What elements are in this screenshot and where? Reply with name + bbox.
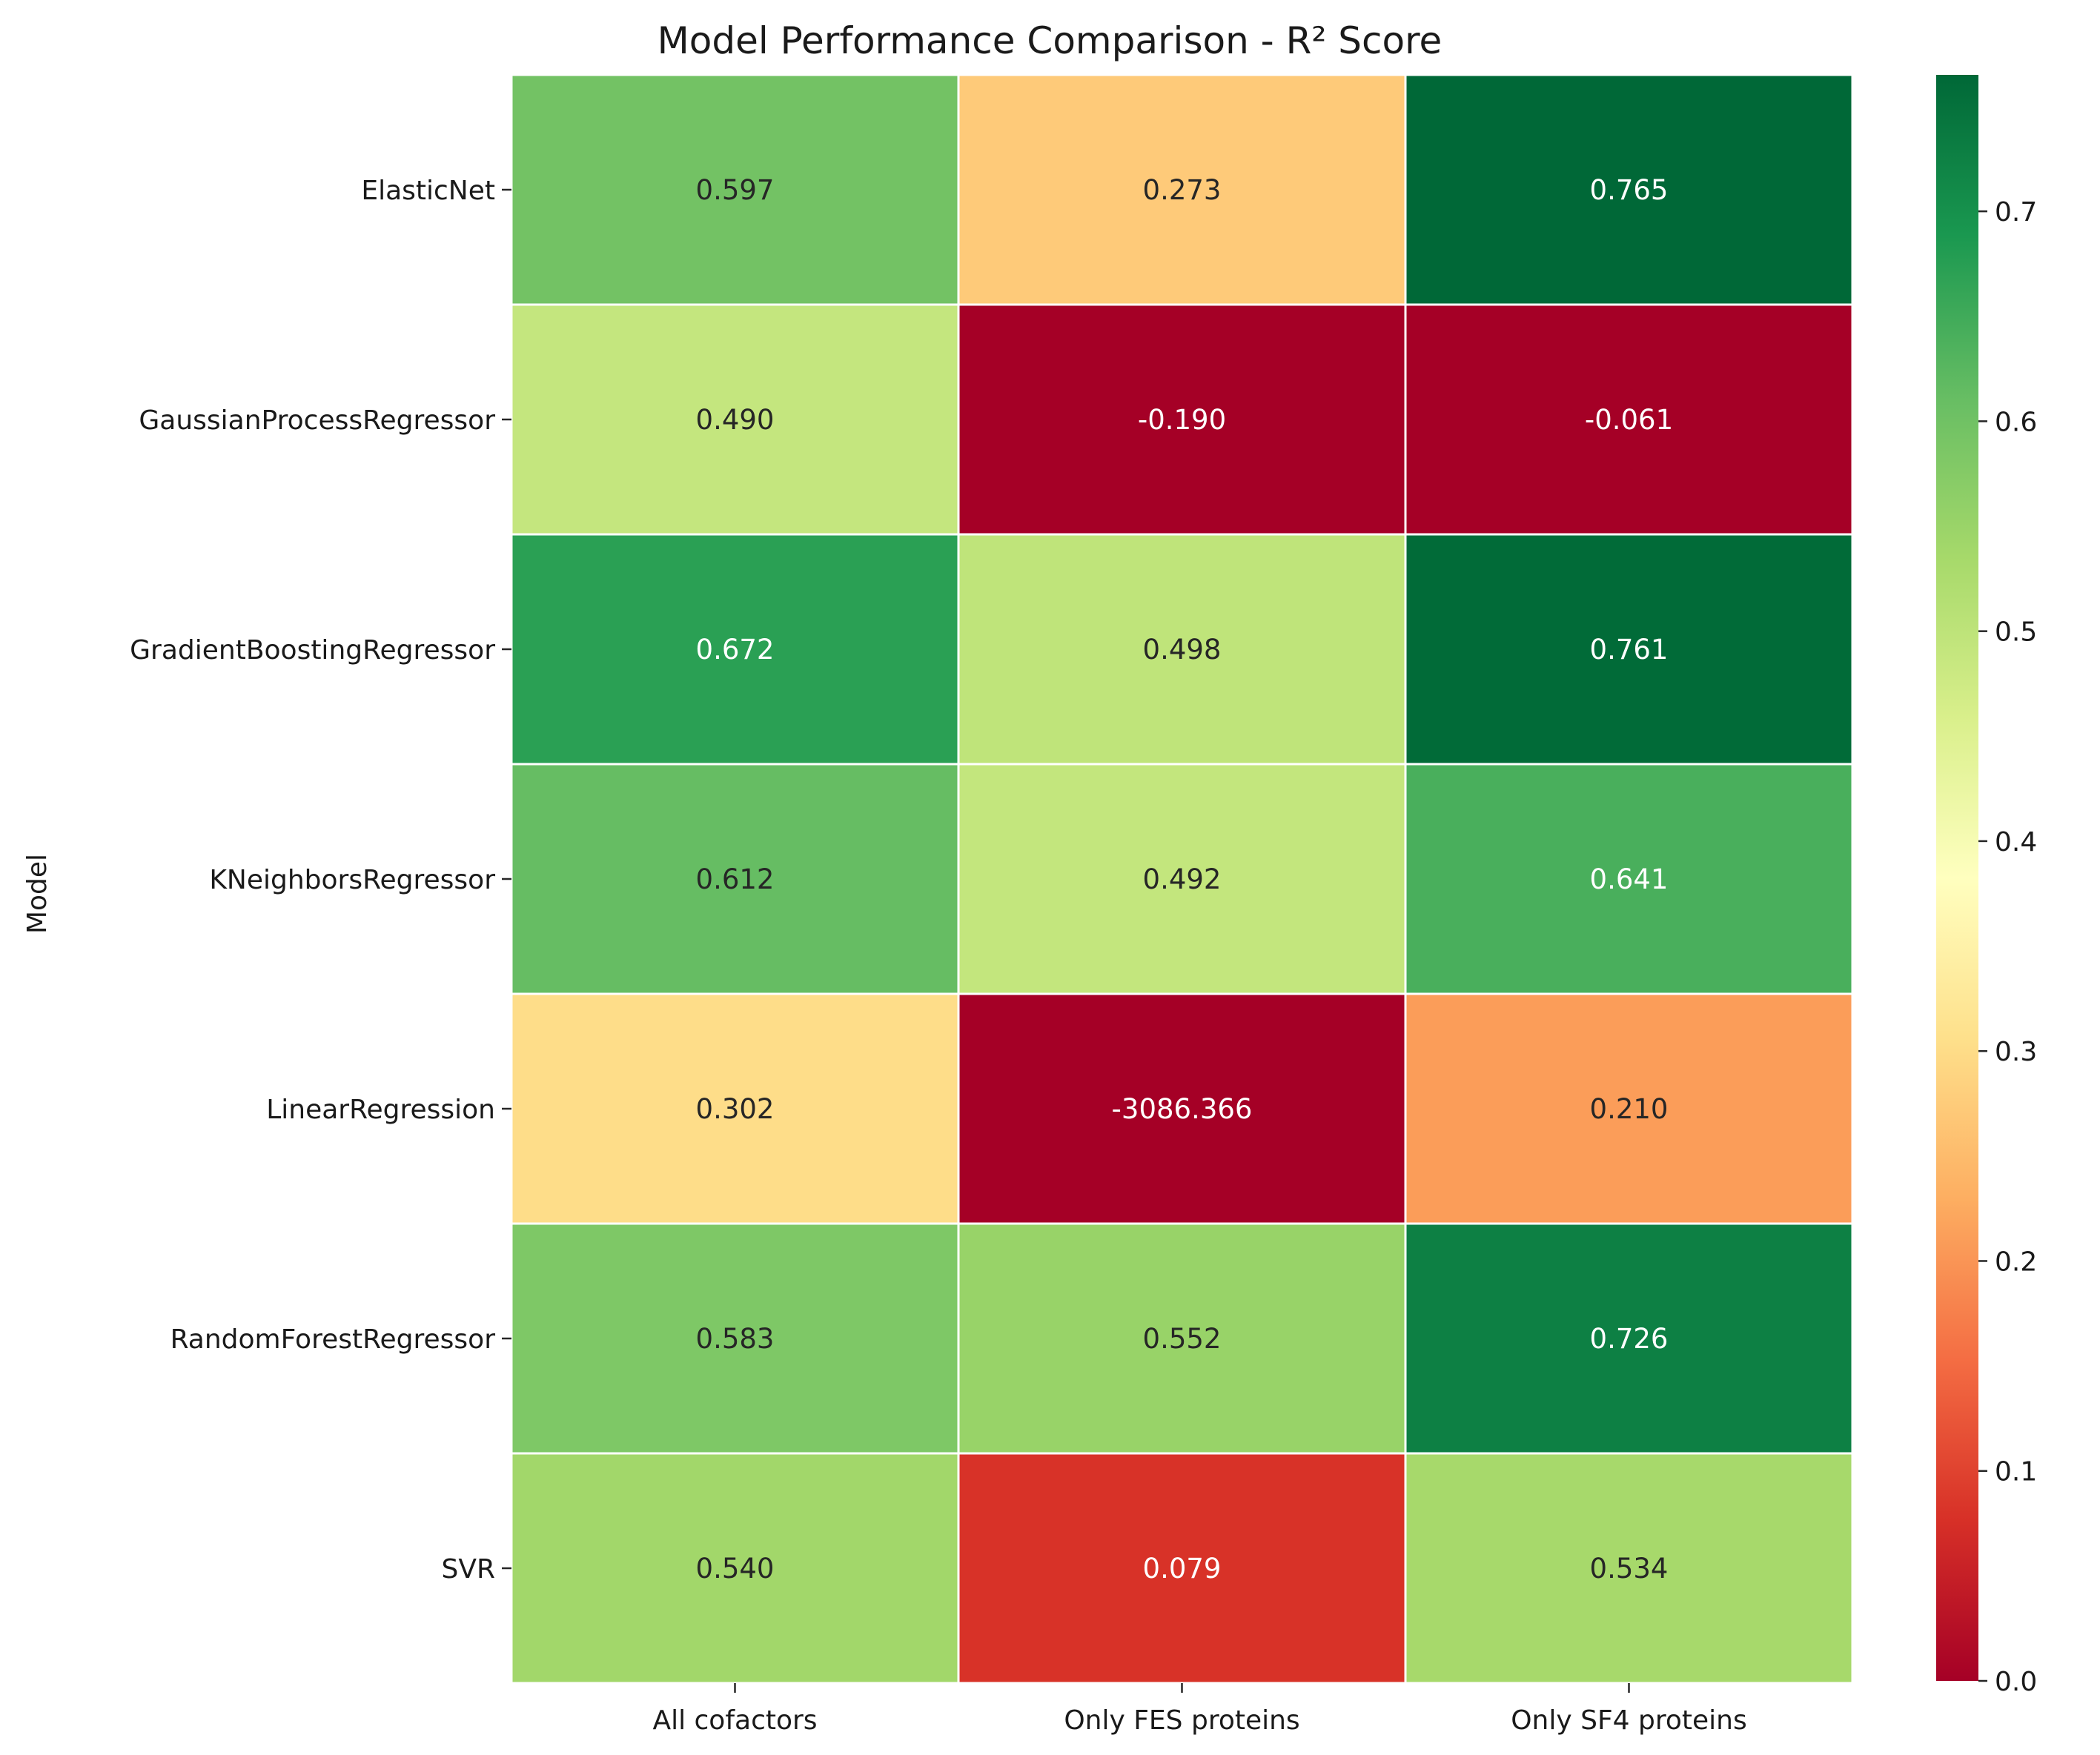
heatmap-cell-label: 0.597 <box>696 174 775 206</box>
x-tick-label: Only SF4 proteins <box>1511 1705 1747 1736</box>
heatmap-cell-label: 0.302 <box>696 1093 775 1125</box>
colorbar-tick-label: 0.1 <box>1995 1457 2037 1487</box>
heatmap-cell-label: 0.498 <box>1143 634 1222 666</box>
y-tick-label: KNeighborsRegressor <box>209 865 495 895</box>
heatmap-cell-label: 0.726 <box>1590 1323 1669 1355</box>
x-axis-ticks: All cofactors Only FES proteins Only SF4 p… <box>652 1683 1747 1736</box>
colorbar-tick-label: 0.0 <box>1995 1667 2037 1697</box>
y-tick-label: GaussianProcessRegressor <box>139 405 495 436</box>
heatmap-cell-labels: 0.597 0.273 0.765 0.490 -0.190 -0.061 0.672 0.4… <box>696 174 1674 1585</box>
heatmap-cell-label: 0.534 <box>1590 1553 1669 1585</box>
heatmap-cell <box>1404 1452 1854 1685</box>
heatmap-cell <box>957 533 1407 766</box>
colorbar <box>1936 75 1978 1681</box>
y-tick-label: GradientBoostingRegressor <box>130 635 495 666</box>
heatmap-cell <box>1404 763 1854 995</box>
colorbar-tick-label: 0.7 <box>1995 197 2037 228</box>
heatmap-cell <box>510 1452 960 1685</box>
heatmap-cell <box>510 73 960 306</box>
heatmap-cell <box>510 303 960 536</box>
colorbar-tick-label: 0.5 <box>1995 617 2037 648</box>
heatmap-cell-label: 0.761 <box>1590 634 1669 666</box>
x-tick-label: Only FES proteins <box>1064 1705 1299 1736</box>
heatmap-cell-label: 0.210 <box>1590 1093 1669 1125</box>
heatmap-cell <box>1404 303 1854 536</box>
heatmap-cell-label: 0.273 <box>1143 174 1222 206</box>
heatmap-cell-label: 0.540 <box>696 1553 775 1585</box>
heatmap-cell <box>510 992 960 1225</box>
heatmap-cell-label: 0.492 <box>1143 863 1222 895</box>
y-tick-label: RandomForestRegressor <box>170 1324 496 1355</box>
y-tick-label: LinearRegression <box>266 1095 495 1125</box>
heatmap-cell <box>1404 992 1854 1225</box>
heatmap-cell <box>957 992 1407 1225</box>
chart-title: Model Performance Comparison - R² Score <box>658 19 1442 62</box>
heatmap-cell-label: 0.583 <box>696 1323 775 1355</box>
y-tick-label: SVR <box>442 1554 496 1585</box>
heatmap-cell <box>957 1452 1407 1685</box>
colorbar-tick-label: 0.3 <box>1995 1037 2037 1067</box>
heatmap-cell <box>1404 73 1854 306</box>
heatmap-cell-label: -3086.366 <box>1112 1093 1253 1125</box>
heatmap-cell-label: 0.672 <box>696 634 775 666</box>
heatmap-cell-label: -0.061 <box>1585 404 1673 436</box>
heatmap-cell-label: 0.079 <box>1143 1553 1222 1585</box>
x-tick-label: All cofactors <box>652 1705 817 1736</box>
heatmap-cell-label: 0.641 <box>1590 863 1669 895</box>
heatmap-cell <box>510 763 960 995</box>
y-tick-label: ElasticNet <box>361 176 495 206</box>
heatmap-cell-label: 0.612 <box>696 863 775 895</box>
heatmap-cell-label: -0.190 <box>1138 404 1226 436</box>
heatmap-cell-label: 0.765 <box>1590 174 1669 206</box>
heatmap-cell <box>957 303 1407 536</box>
colorbar-ticks: 0.0 0.1 0.2 0.3 0.4 0.5 0.6 0.7 <box>1978 197 2037 1697</box>
heatmap-cell-label: 0.490 <box>696 404 775 436</box>
heatmap-cell <box>957 73 1407 306</box>
colorbar-tick-label: 0.6 <box>1995 407 2037 437</box>
colorbar-tick-label: 0.4 <box>1995 827 2037 857</box>
heatmap-cell <box>1404 1222 1854 1455</box>
heatmap-cells <box>510 73 1854 1685</box>
colorbar-tick-label: 0.2 <box>1995 1247 2037 1277</box>
y-axis-ticks: ElasticNet GaussianProcessRegressor Gradie… <box>130 176 511 1585</box>
heatmap-cell <box>957 1222 1407 1455</box>
heatmap-cell-label: 0.552 <box>1143 1323 1222 1355</box>
y-axis-label: Model <box>22 854 53 934</box>
